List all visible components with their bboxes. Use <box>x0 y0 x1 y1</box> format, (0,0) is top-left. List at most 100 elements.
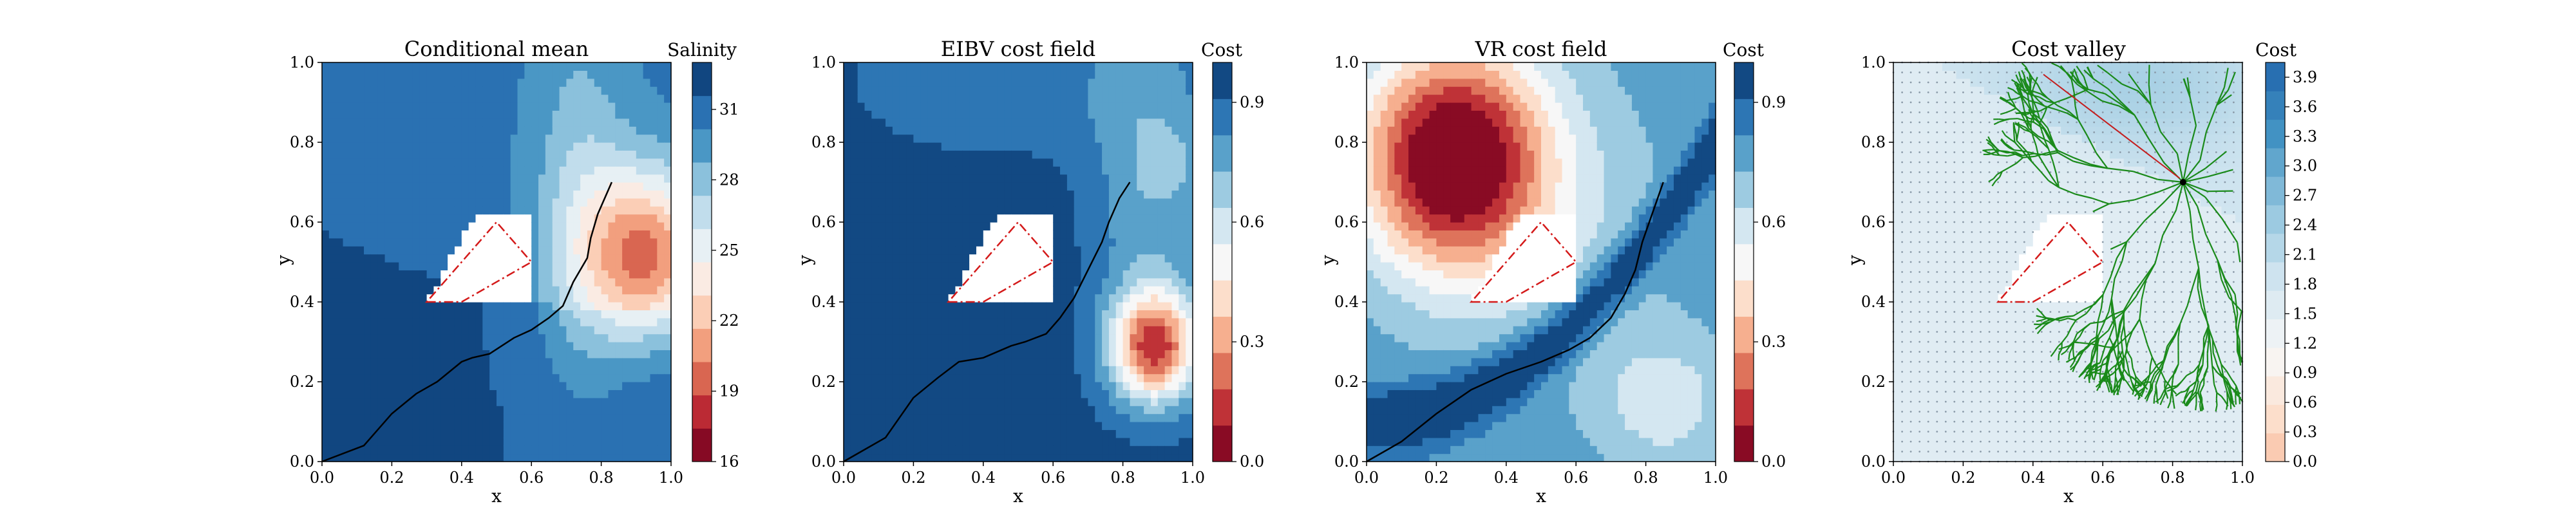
heatmap-cell <box>955 198 963 207</box>
heatmap-cell <box>1115 406 1124 415</box>
heatmap-cell <box>962 214 970 223</box>
heatmap-cell <box>1122 342 1131 350</box>
heatmap-cell <box>440 270 448 279</box>
heatmap-cell <box>468 286 477 295</box>
heatmap-cell <box>1004 270 1012 279</box>
heatmap-cell <box>892 317 900 326</box>
heatmap-cell <box>997 254 1005 263</box>
heatmap-cell <box>580 357 588 366</box>
heatmap-cell <box>328 357 337 366</box>
heatmap-cell <box>433 134 441 143</box>
heatmap-cell <box>636 326 644 335</box>
heatmap-cell <box>364 158 372 167</box>
heatmap-cell <box>448 406 455 415</box>
heatmap-cell <box>920 317 928 326</box>
heatmap-cell <box>336 357 344 366</box>
heatmap-cell <box>419 373 428 382</box>
heatmap-cell <box>448 254 455 263</box>
heatmap-cell <box>615 294 623 303</box>
heatmap-cell <box>517 206 525 215</box>
heatmap-cell <box>622 373 630 382</box>
heatmap-cell <box>377 317 386 326</box>
heatmap-cell <box>1130 78 1137 87</box>
heatmap-cell <box>419 406 428 415</box>
heatmap-cell <box>531 397 539 406</box>
heatmap-cell <box>559 182 567 191</box>
heatmap-cell <box>1081 262 1088 270</box>
heatmap-cell <box>615 86 623 95</box>
heatmap-cell <box>1074 190 1082 199</box>
heatmap-cell <box>864 222 872 230</box>
heatmap-cell <box>1144 262 1151 270</box>
heatmap-cell <box>343 429 350 438</box>
heatmap-cell <box>664 182 672 191</box>
heatmap-cell <box>497 78 504 87</box>
heatmap-cell <box>1157 222 1166 230</box>
heatmap-cell <box>615 437 623 446</box>
heatmap-cell <box>322 118 330 127</box>
heatmap-cell <box>433 174 441 183</box>
heatmap-cell <box>322 78 330 87</box>
heatmap-cell <box>1137 206 1144 215</box>
heatmap-cell <box>531 326 539 335</box>
heatmap-cell <box>454 382 462 390</box>
heatmap-cell <box>990 230 998 239</box>
heatmap-cell <box>948 222 956 230</box>
heatmap-cell <box>622 230 630 239</box>
heatmap-cell <box>962 158 970 167</box>
heatmap-cell <box>636 230 644 239</box>
heatmap-cell <box>503 246 511 255</box>
heatmap-cell <box>990 78 998 87</box>
heatmap-cell <box>629 230 637 239</box>
heatmap-cell <box>1095 166 1103 175</box>
heatmap-cell <box>322 262 330 270</box>
heatmap-cell <box>559 166 567 175</box>
heatmap-cell <box>524 437 532 446</box>
heatmap-cell <box>489 118 497 127</box>
heatmap-cell <box>545 142 553 151</box>
heatmap-cell <box>615 230 623 239</box>
heatmap-cell <box>601 453 609 462</box>
heatmap-cell <box>1074 277 1082 286</box>
heatmap-cell <box>664 198 672 207</box>
heatmap-cell <box>948 422 956 430</box>
heatmap-cell <box>328 342 337 350</box>
heatmap-cell <box>1039 110 1046 119</box>
heatmap-cell <box>1157 62 1166 71</box>
y-tick-label: 0.0 <box>290 453 314 471</box>
heatmap-cell <box>650 270 658 279</box>
heatmap-cell <box>594 397 602 406</box>
heatmap-cell <box>343 453 350 462</box>
heatmap-cell <box>1039 270 1046 279</box>
heatmap-cell <box>384 342 392 350</box>
heatmap-cell <box>1025 429 1033 438</box>
heatmap-cell <box>1102 270 1110 279</box>
heatmap-cell <box>454 166 462 175</box>
heatmap-cell <box>844 62 851 71</box>
heatmap-cell <box>343 270 350 279</box>
heatmap-cell <box>1046 182 1054 191</box>
heatmap-cell <box>629 134 637 143</box>
heatmap-cell <box>399 70 406 79</box>
heatmap-cell <box>629 350 637 359</box>
heatmap-cell <box>370 246 379 255</box>
heatmap-cell <box>538 445 546 454</box>
heatmap-cell <box>1032 174 1040 183</box>
heatmap-cell <box>448 453 455 462</box>
heatmap-cell <box>419 134 428 143</box>
heatmap-cell <box>433 94 441 103</box>
heatmap-cell <box>871 126 879 135</box>
heatmap-cell <box>448 118 455 127</box>
heatmap-cell <box>657 317 665 326</box>
colorbar-label: Cost <box>1201 39 1243 61</box>
heatmap-cell <box>1074 126 1082 135</box>
heatmap-cell <box>629 102 637 111</box>
heatmap-cell <box>454 413 462 422</box>
heatmap-cell <box>1157 102 1166 111</box>
heatmap-cell <box>1011 174 1019 183</box>
heatmap-cell <box>552 230 560 239</box>
heatmap-cell <box>566 94 574 103</box>
heatmap-cell <box>1150 294 1159 303</box>
heatmap-cell <box>1164 366 1173 375</box>
heatmap-cell <box>643 118 651 127</box>
